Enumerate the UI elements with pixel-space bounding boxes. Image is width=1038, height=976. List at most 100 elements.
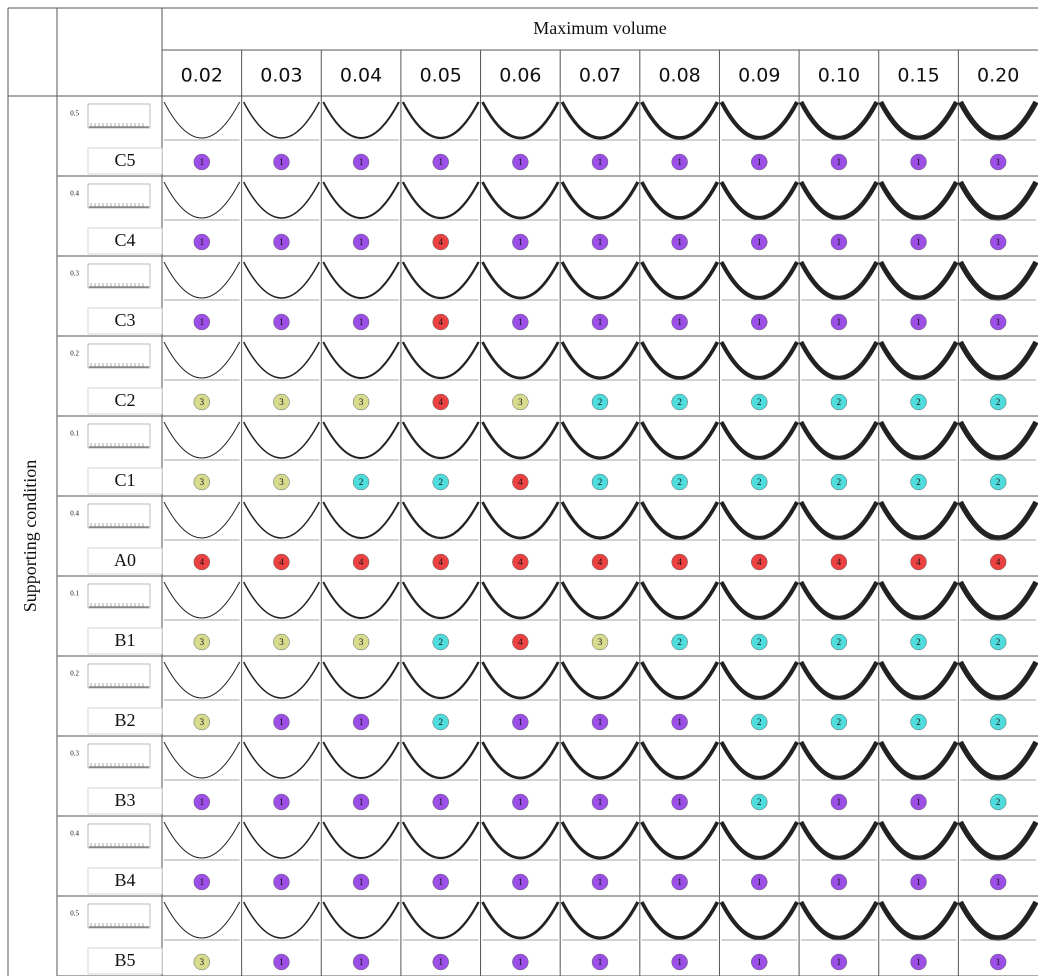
- class-badge-number: 1: [279, 957, 284, 967]
- class-badge-number: 1: [837, 317, 842, 327]
- class-badge-number: 3: [598, 637, 603, 647]
- class-badge-number: 1: [359, 717, 364, 727]
- class-badge-number: 1: [677, 317, 682, 327]
- class-badge-number: 1: [359, 797, 364, 807]
- class-badge-number: 4: [757, 557, 762, 567]
- class-badge-number: 1: [837, 157, 842, 167]
- class-badge-number: 2: [757, 637, 762, 647]
- class-badge-number: 1: [518, 237, 523, 247]
- column-label: 0.15: [897, 65, 939, 87]
- class-badge-number: 2: [916, 477, 921, 487]
- row-label: A0: [114, 550, 136, 570]
- class-badge-number: 1: [837, 797, 842, 807]
- class-badge-number: 4: [200, 557, 205, 567]
- row-label: C4: [114, 230, 135, 250]
- column-label: 0.10: [818, 65, 860, 87]
- class-badge-number: 4: [677, 557, 682, 567]
- column-label: 0.02: [181, 65, 223, 87]
- class-badge-number: 1: [677, 797, 682, 807]
- class-badge-number: 2: [438, 717, 443, 727]
- class-badge-number: 2: [996, 397, 1001, 407]
- row-label: C1: [114, 470, 135, 490]
- class-badge-number: 1: [438, 957, 443, 967]
- class-badge-number: 3: [279, 637, 284, 647]
- class-badge-number: 4: [438, 557, 443, 567]
- class-badge-number: 1: [438, 797, 443, 807]
- class-badge-number: 1: [837, 237, 842, 247]
- class-badge-number: 3: [200, 637, 205, 647]
- class-badge-number: 2: [916, 397, 921, 407]
- class-badge-number: 1: [837, 957, 842, 967]
- class-badge-number: 1: [438, 877, 443, 887]
- class-badge-number: 2: [677, 637, 682, 647]
- class-badge-number: 1: [598, 877, 603, 887]
- column-label: 0.03: [260, 65, 302, 87]
- class-badge-number: 1: [518, 317, 523, 327]
- class-badge-number: 4: [518, 557, 523, 567]
- class-badge-number: 1: [757, 237, 762, 247]
- row-label: B1: [114, 630, 135, 650]
- class-badge-number: 1: [518, 717, 523, 727]
- row-label: C3: [114, 310, 135, 330]
- class-badge-number: 4: [518, 637, 523, 647]
- class-badge-number: 2: [677, 397, 682, 407]
- row-group-title: Supporting condition: [20, 460, 40, 613]
- class-badge-number: 2: [837, 397, 842, 407]
- class-badge-number: 3: [359, 637, 364, 647]
- class-badge-number: 1: [996, 957, 1001, 967]
- class-badge-number: 2: [996, 637, 1001, 647]
- class-badge-number: 4: [916, 557, 921, 567]
- class-badge-number: 2: [996, 717, 1001, 727]
- class-badge-number: 2: [837, 637, 842, 647]
- class-badge-number: 1: [279, 877, 284, 887]
- class-badge-number: 2: [996, 797, 1001, 807]
- class-badge-number: 1: [677, 237, 682, 247]
- class-badge-number: 2: [996, 477, 1001, 487]
- class-badge-number: 1: [916, 797, 921, 807]
- column-label: 0.07: [579, 65, 621, 87]
- row-label: B5: [114, 950, 135, 970]
- class-badge-number: 1: [518, 157, 523, 167]
- class-badge-number: 1: [200, 157, 205, 167]
- class-badge-number: 2: [757, 797, 762, 807]
- column-label: 0.08: [658, 65, 700, 87]
- class-badge-number: 1: [598, 957, 603, 967]
- class-badge-number: 2: [598, 397, 603, 407]
- class-badge-number: 2: [916, 637, 921, 647]
- class-badge-number: 1: [518, 877, 523, 887]
- class-badge-number: 3: [279, 397, 284, 407]
- class-badge-number: 2: [598, 477, 603, 487]
- class-badge-number: 1: [837, 877, 842, 887]
- row-label: B3: [114, 790, 135, 810]
- class-badge-number: 4: [359, 557, 364, 567]
- class-badge-number: 1: [996, 877, 1001, 887]
- class-badge-number: 1: [996, 157, 1001, 167]
- class-badge-number: 1: [518, 957, 523, 967]
- class-badge-number: 1: [359, 877, 364, 887]
- class-badge-number: 2: [916, 717, 921, 727]
- row-label: B2: [114, 710, 135, 730]
- support-height: 0.3: [70, 750, 79, 758]
- class-badge-number: 2: [757, 717, 762, 727]
- class-badge-number: 3: [200, 477, 205, 487]
- support-height: 0.4: [70, 510, 79, 518]
- class-badge-number: 3: [518, 397, 523, 407]
- class-badge-number: 3: [200, 397, 205, 407]
- class-badge-number: 1: [200, 317, 205, 327]
- class-badge-number: 3: [279, 477, 284, 487]
- class-badge-number: 3: [200, 717, 205, 727]
- class-badge-number: 1: [359, 957, 364, 967]
- class-badge-number: 1: [279, 717, 284, 727]
- class-badge-number: 1: [916, 317, 921, 327]
- column-label: 0.09: [738, 65, 780, 87]
- class-badge-number: 1: [757, 877, 762, 887]
- class-badge-number: 1: [200, 797, 205, 807]
- class-badge-number: 4: [996, 557, 1001, 567]
- row-label: C5: [114, 150, 135, 170]
- class-badge-number: 2: [757, 397, 762, 407]
- class-badge-number: 3: [200, 957, 205, 967]
- class-badge-number: 2: [677, 477, 682, 487]
- class-badge-number: 1: [598, 717, 603, 727]
- support-height: 0.2: [70, 670, 79, 678]
- class-badge-number: 1: [677, 157, 682, 167]
